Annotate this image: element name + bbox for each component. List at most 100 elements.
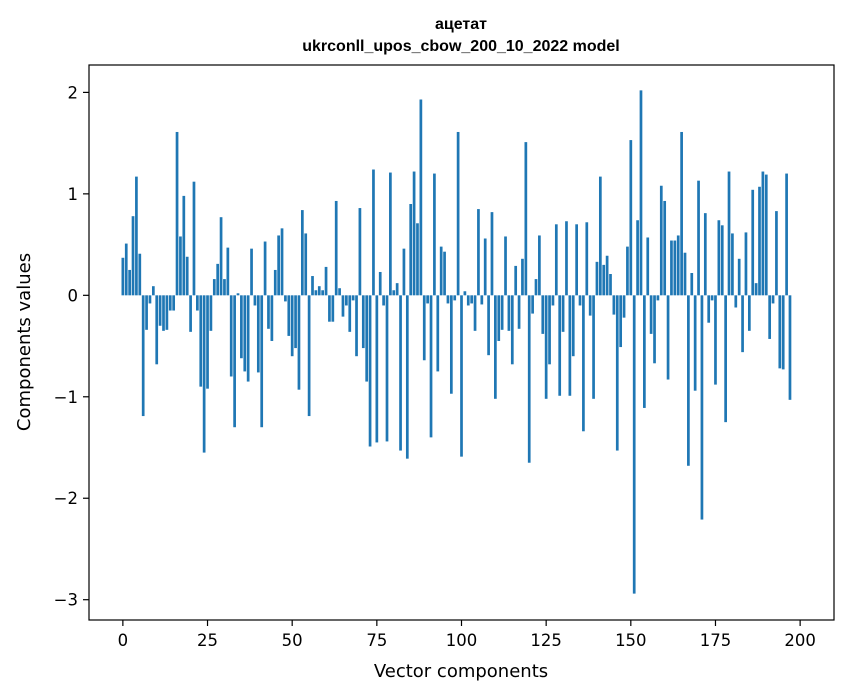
bar-164 xyxy=(676,235,680,296)
bar-126 xyxy=(548,295,551,365)
bar-121 xyxy=(531,295,534,314)
bar-111 xyxy=(497,295,501,341)
bar-140 xyxy=(595,261,599,296)
bar-10 xyxy=(155,295,159,365)
bar-180 xyxy=(731,233,734,296)
bar-81 xyxy=(395,283,399,296)
bar-175 xyxy=(714,295,717,385)
bar-134 xyxy=(575,224,578,296)
bar-99 xyxy=(456,131,460,296)
bar-20 xyxy=(189,295,192,332)
bar-39 xyxy=(253,295,257,306)
bar-137 xyxy=(585,222,589,296)
bar-46 xyxy=(277,235,280,296)
bar-91 xyxy=(429,295,433,438)
bar-13 xyxy=(165,295,169,330)
bar-187 xyxy=(754,283,758,296)
bar-98 xyxy=(453,295,457,301)
bar-37 xyxy=(246,295,250,382)
bar-129 xyxy=(558,295,562,396)
bar-34 xyxy=(236,293,240,296)
bar-95 xyxy=(443,251,446,296)
bar-178 xyxy=(724,295,727,423)
bar-53 xyxy=(300,210,304,296)
bar-84 xyxy=(405,295,409,459)
bar-169 xyxy=(693,295,697,391)
bar-35 xyxy=(240,295,243,359)
x-tick-label: 200 xyxy=(784,631,816,650)
bar-102 xyxy=(466,295,470,306)
bar-123 xyxy=(538,235,541,296)
bar-109 xyxy=(490,212,494,296)
bar-150 xyxy=(629,140,633,296)
bar-11 xyxy=(158,295,162,326)
bar-57 xyxy=(314,290,318,296)
bar-110 xyxy=(494,295,497,399)
bar-79 xyxy=(389,172,392,296)
bar-196 xyxy=(785,173,788,296)
x-tick-label: 50 xyxy=(282,631,303,650)
bar-40 xyxy=(256,295,260,373)
bar-82 xyxy=(399,295,402,451)
y-tick-label: 1 xyxy=(68,185,79,204)
x-axis-ticks: 0 25 50 75 100 125 150 175 200 xyxy=(118,620,816,650)
bar-113 xyxy=(504,236,507,296)
bar-12 xyxy=(162,295,165,331)
bar-86 xyxy=(412,171,416,296)
bar-132 xyxy=(568,295,572,396)
bar-51 xyxy=(294,295,297,349)
bar-87 xyxy=(416,223,419,296)
bar-83 xyxy=(402,248,406,296)
bar-54 xyxy=(304,233,308,296)
bar-61 xyxy=(328,295,331,322)
bar-131 xyxy=(565,221,568,296)
y-tick-label: −2 xyxy=(54,489,78,508)
bar-72 xyxy=(365,295,369,382)
bar-25 xyxy=(206,295,209,389)
bar-64 xyxy=(338,288,341,296)
x-tick-label: 175 xyxy=(700,631,732,650)
bar-6 xyxy=(141,295,145,417)
bar-44 xyxy=(270,295,274,341)
bar-50 xyxy=(290,295,294,357)
bar-49 xyxy=(287,295,291,336)
bar-149 xyxy=(626,246,629,296)
bar-48 xyxy=(284,295,287,302)
bar-7 xyxy=(145,295,148,330)
bar-157 xyxy=(653,295,656,364)
bar-16 xyxy=(175,131,179,296)
x-tick-label: 0 xyxy=(118,631,129,650)
bar-27 xyxy=(212,279,216,296)
bar-143 xyxy=(605,255,609,296)
bar-15 xyxy=(172,295,176,311)
bar-185 xyxy=(747,295,751,331)
bar-32 xyxy=(229,295,233,377)
bar-154 xyxy=(643,295,646,408)
bar-14 xyxy=(168,295,172,311)
bar-28 xyxy=(216,263,220,296)
bar-60 xyxy=(324,266,328,296)
bar-74 xyxy=(372,169,375,296)
bar-188 xyxy=(758,186,761,296)
bar-116 xyxy=(514,265,518,296)
y-tick-label: −3 xyxy=(54,591,78,610)
bar-80 xyxy=(392,290,396,296)
bar-65 xyxy=(341,295,345,317)
bar-69 xyxy=(355,295,358,357)
bar-147 xyxy=(619,295,623,348)
bar-152 xyxy=(636,220,639,296)
bar-66 xyxy=(345,295,348,306)
bar-120 xyxy=(527,295,531,463)
y-tick-label: 2 xyxy=(68,83,79,102)
bar-170 xyxy=(697,180,700,296)
bar-190 xyxy=(764,174,768,296)
bar-151 xyxy=(632,295,636,594)
bar-43 xyxy=(267,295,270,329)
bar-183 xyxy=(741,295,744,353)
bar-8 xyxy=(148,295,152,304)
bar-179 xyxy=(727,171,731,296)
bar-184 xyxy=(744,232,748,296)
bar-36 xyxy=(243,295,247,372)
bar-117 xyxy=(517,295,521,329)
